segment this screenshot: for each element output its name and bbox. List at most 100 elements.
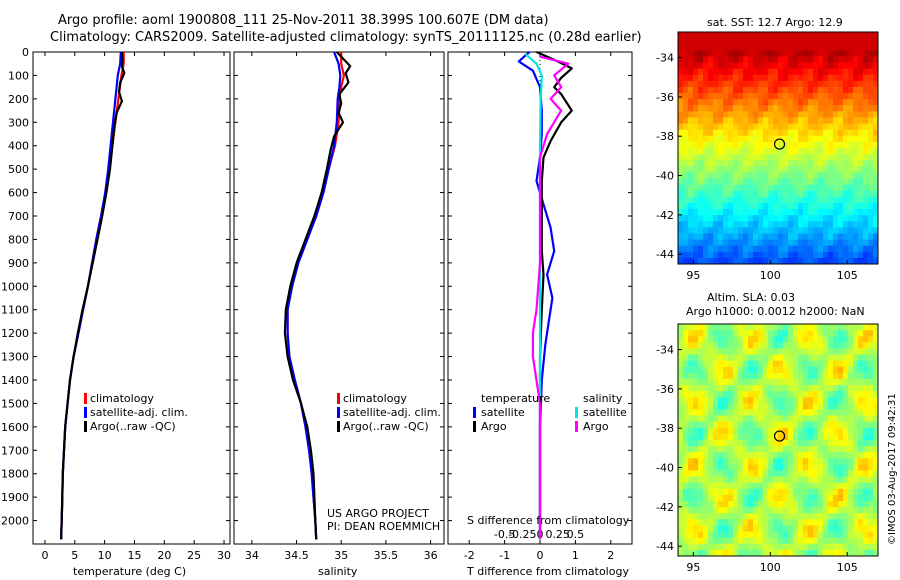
- sla_map-cell: [678, 488, 684, 496]
- sst_map-cell: [868, 50, 874, 57]
- sla_map-cell: [698, 482, 704, 490]
- sla_map-cell: [773, 397, 779, 404]
- sst_map-cell: [678, 56, 684, 63]
- sst_map-cell: [753, 44, 759, 51]
- sla_map-cell: [763, 482, 769, 490]
- sla_map-cell: [778, 458, 784, 465]
- sla_map-cell: [873, 543, 879, 551]
- sst_map-cell: [753, 141, 759, 149]
- sla_map-cell: [768, 531, 774, 539]
- sst_map-cell: [768, 50, 774, 57]
- sst_map-cell: [853, 44, 859, 51]
- sla_map-cell: [773, 391, 779, 398]
- sla_map-cell: [833, 336, 839, 343]
- sst_map-cell: [853, 105, 859, 112]
- sst_map-cell: [793, 257, 799, 265]
- sst_map-cell: [748, 99, 754, 106]
- sla_map-cell: [778, 543, 784, 551]
- sla_map-cell: [748, 385, 754, 392]
- sst_map-cell: [748, 184, 754, 192]
- sla_map-cell: [808, 330, 814, 337]
- sla_map-cell: [803, 488, 809, 496]
- sst_map-cell: [708, 105, 714, 112]
- sla_map-cell: [683, 354, 689, 362]
- sst_map-cell: [763, 62, 769, 70]
- sst_map-cell: [778, 209, 784, 216]
- sst_map-cell: [688, 123, 694, 131]
- sst_map-cell: [823, 148, 829, 155]
- sst_map-cell: [743, 148, 749, 155]
- sst_map-cell: [728, 239, 734, 247]
- sst_map-cell: [833, 44, 839, 51]
- sst_map-cell: [813, 99, 819, 106]
- sst_map-cell: [838, 38, 844, 45]
- sla_map-cell: [858, 415, 864, 423]
- sst_map-cell: [688, 141, 694, 149]
- sst_map-cell: [763, 257, 769, 265]
- sst_map-cell: [748, 215, 754, 222]
- sst_map-cell: [738, 111, 744, 118]
- sst_map-cell: [778, 68, 784, 76]
- sla_map-cell: [873, 330, 879, 337]
- sla_map-cell: [823, 482, 829, 490]
- sst_map-cell: [803, 245, 809, 253]
- sst_map-cell: [873, 239, 879, 247]
- sla_map-cell: [798, 397, 804, 404]
- sla_map-cell: [713, 549, 719, 557]
- sst_map-cell: [823, 74, 829, 82]
- sst_map-cell: [868, 245, 874, 253]
- sla_map-cell: [868, 458, 874, 465]
- sla_map-cell: [678, 482, 684, 490]
- sst_map-cell: [813, 111, 819, 118]
- sst_map-cell: [738, 74, 744, 82]
- sla_map-cell: [738, 366, 744, 374]
- sla_map-cell: [808, 378, 814, 386]
- sst_map-cell: [773, 86, 779, 94]
- sla_map-cell: [758, 324, 764, 331]
- sla_map-cell: [688, 427, 694, 435]
- temperature-xtick-label: 10: [98, 549, 112, 562]
- sst_map-cell: [758, 68, 764, 76]
- sla_map-cell: [738, 501, 744, 508]
- sla_map-cell: [738, 336, 744, 343]
- sst_map-cell: [753, 148, 759, 155]
- sst_map-cell: [808, 32, 814, 39]
- salinity-frame: [233, 51, 445, 545]
- sla_map-cell: [773, 537, 779, 545]
- sla_map-cell: [818, 476, 824, 484]
- sla_map-cell: [703, 482, 709, 490]
- sst_map-cell: [828, 184, 834, 192]
- sst_map-cell: [788, 80, 794, 88]
- sst_map-cell: [808, 154, 814, 161]
- sst_map-cell: [743, 123, 749, 131]
- sla_map-cell: [858, 397, 864, 404]
- sst_map-cell: [693, 239, 699, 247]
- sla_map-cell: [713, 427, 719, 435]
- sla_map-cell: [813, 519, 819, 526]
- sla_map-cell: [798, 366, 804, 374]
- sst_map-cell: [843, 209, 849, 216]
- differences-xtick-label: -1: [499, 549, 510, 562]
- sst_map-cell: [808, 129, 814, 137]
- sst_map-cell: [843, 74, 849, 82]
- sst_map-cell: [728, 111, 734, 118]
- sst_map-cell: [803, 215, 809, 222]
- sla_map-cell: [723, 336, 729, 343]
- sla_map-cell: [823, 519, 829, 526]
- sst_map-cell: [728, 202, 734, 210]
- sst_map-cell: [778, 215, 784, 222]
- sst_map-cell: [853, 123, 859, 131]
- sla_map-cell: [683, 342, 689, 349]
- sla_map-cell: [793, 531, 799, 539]
- sla_map-cell: [853, 427, 859, 435]
- sla_map-ytick-label: -44: [656, 540, 674, 553]
- sst_map-cell: [718, 99, 724, 106]
- sla_map-cell: [748, 378, 754, 386]
- sst_map-cell: [788, 123, 794, 131]
- sla_map-cell: [778, 336, 784, 343]
- sst_map-cell: [838, 93, 844, 100]
- sst_map-cell: [728, 86, 734, 94]
- sla_map-cell: [818, 397, 824, 404]
- sla_map-cell: [873, 488, 879, 496]
- sla_map-cell: [853, 543, 859, 551]
